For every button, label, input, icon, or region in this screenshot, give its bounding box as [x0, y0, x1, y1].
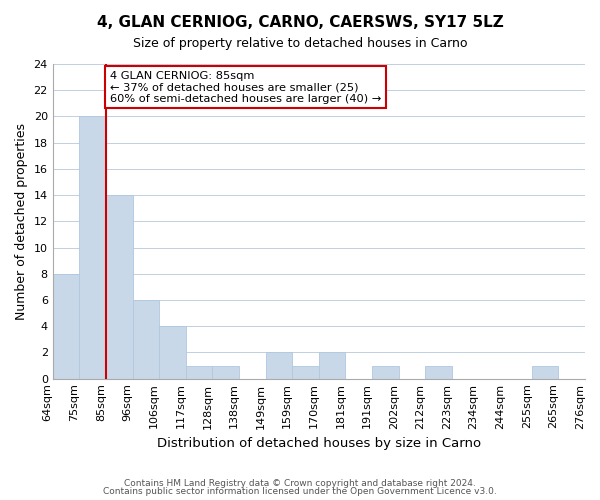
Bar — [159, 326, 186, 378]
Bar — [133, 300, 159, 378]
Text: Contains HM Land Registry data © Crown copyright and database right 2024.: Contains HM Land Registry data © Crown c… — [124, 478, 476, 488]
Y-axis label: Number of detached properties: Number of detached properties — [15, 123, 28, 320]
Bar — [266, 352, 292, 378]
Bar — [79, 116, 106, 378]
Bar — [425, 366, 452, 378]
Text: 4, GLAN CERNIOG, CARNO, CAERSWS, SY17 5LZ: 4, GLAN CERNIOG, CARNO, CAERSWS, SY17 5L… — [97, 15, 503, 30]
Bar — [186, 366, 212, 378]
Bar — [532, 366, 559, 378]
Bar — [372, 366, 398, 378]
X-axis label: Distribution of detached houses by size in Carno: Distribution of detached houses by size … — [157, 437, 481, 450]
Text: Contains public sector information licensed under the Open Government Licence v3: Contains public sector information licen… — [103, 487, 497, 496]
Text: 4 GLAN CERNIOG: 85sqm
← 37% of detached houses are smaller (25)
60% of semi-deta: 4 GLAN CERNIOG: 85sqm ← 37% of detached … — [110, 70, 381, 104]
Bar — [319, 352, 346, 378]
Bar — [53, 274, 79, 378]
Text: Size of property relative to detached houses in Carno: Size of property relative to detached ho… — [133, 38, 467, 51]
Bar — [212, 366, 239, 378]
Bar — [292, 366, 319, 378]
Bar — [106, 195, 133, 378]
